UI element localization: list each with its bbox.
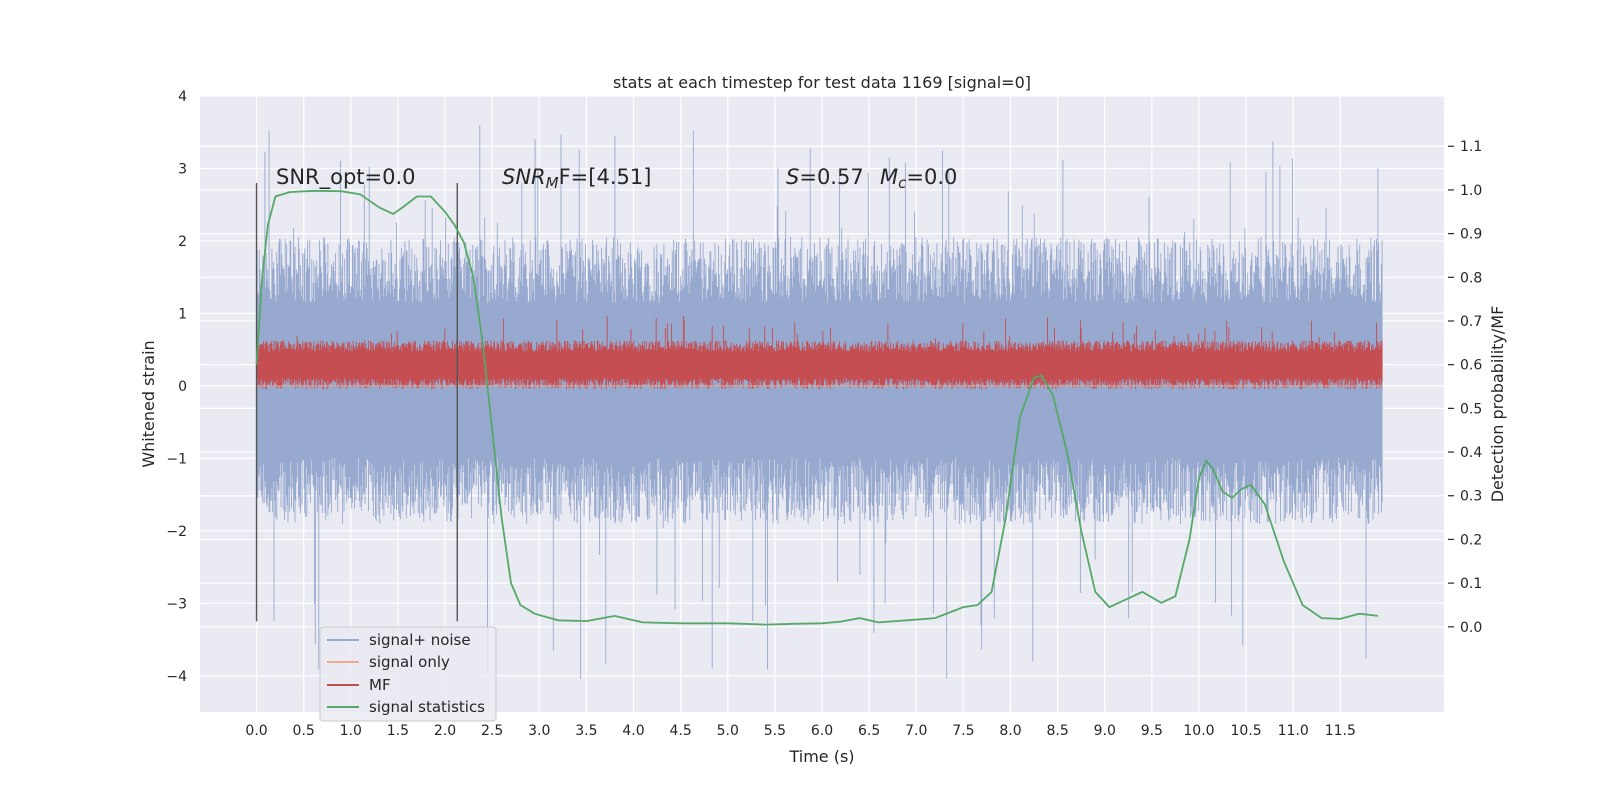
segment-lines: [255, 182, 458, 622]
chart-title: stats at each timestep for test data 116…: [613, 73, 1031, 92]
x-tick-label-15: 7.5: [952, 723, 974, 739]
mc-sub: c: [898, 174, 907, 192]
y-axis-label: Whitened strain: [139, 340, 158, 467]
x-tick-label-6: 3.0: [528, 723, 550, 739]
y-tick-label-3: 1: [178, 306, 187, 322]
y-tick-label-6: −2: [166, 524, 187, 540]
x-tick-label-13: 6.5: [858, 723, 880, 739]
mc-val: =0.0: [906, 165, 957, 189]
x-tick-label-20: 10.0: [1183, 723, 1214, 739]
x-tick-label-8: 4.0: [622, 723, 644, 739]
x-tick-label-7: 3.5: [575, 723, 597, 739]
x-tick-label-22: 11.0: [1278, 723, 1309, 739]
legend: signal+ noise signal only MF signal stat…: [319, 626, 497, 722]
annotation-s: S=0.57: [786, 165, 864, 189]
y-tick-label-1: 3: [178, 161, 187, 177]
x-tick-label-1: 0.5: [293, 723, 315, 739]
x-tick-label-10: 5.0: [717, 723, 739, 739]
y-tick-label-8: −4: [166, 669, 187, 685]
x-tick-label-23: 11.5: [1325, 723, 1356, 739]
y2-tick-label-6: 0.6: [1460, 358, 1482, 374]
y-tick-label-2: 2: [178, 234, 187, 250]
snr-mf-main: SNR: [502, 165, 546, 189]
y-tick-label-5: −1: [166, 451, 187, 467]
x-tick-label-19: 9.5: [1141, 723, 1163, 739]
x-tick-label-9: 4.5: [670, 723, 692, 739]
x-tick-label-16: 8.0: [999, 723, 1021, 739]
signal-statistics-line: [255, 189, 1379, 626]
legend-label-signal-statistics: signal statistics: [369, 698, 485, 716]
legend-label-mf: MF: [369, 676, 391, 694]
x-tick-label-17: 8.5: [1046, 723, 1068, 739]
x-tick-label-0: 0.0: [245, 723, 267, 739]
annotation-mc: Mc=0.0: [880, 165, 957, 192]
y2-tick-label-5: 0.5: [1460, 401, 1482, 417]
legend-label-signal-only: signal only: [369, 653, 450, 671]
s-var: S: [786, 165, 799, 189]
x-tick-label-18: 9.0: [1094, 723, 1116, 739]
y2-tick-label-11: 1.1: [1460, 139, 1482, 155]
y2-tick-label-10: 1.0: [1460, 183, 1482, 199]
y2-ticks: 0.0 0.1 0.2 0.3 0.4 0.5 0.6 0.7 0.8 0.9 1.0 1.1: [1448, 139, 1482, 636]
x-tick-label-5: 2.5: [481, 723, 503, 739]
x-tick-label-4: 2.0: [434, 723, 456, 739]
x-ticks: 0.0 0.5 1.0 1.5 2.0 2.5 3.0 3.5 4.0 4.5 5.0 5.5 6.0 6…: [245, 723, 1356, 739]
y2-tick-label-1: 0.1: [1460, 576, 1482, 592]
snr-mf-tail: F=[4.51]: [559, 165, 652, 189]
y2-tick-label-2: 0.2: [1460, 532, 1482, 548]
x-tick-label-14: 7.0: [905, 723, 927, 739]
x-tick-label-11: 5.5: [764, 723, 786, 739]
x-tick-label-12: 6.0: [811, 723, 833, 739]
y2-tick-label-7: 0.7: [1460, 314, 1482, 330]
snr-mf-sub: M: [546, 174, 559, 192]
x-tick-label-2: 1.0: [340, 723, 362, 739]
x-axis-label: Time (s): [788, 747, 854, 766]
y-tick-label-0: 4: [178, 89, 187, 105]
y2-tick-label-4: 0.4: [1460, 445, 1482, 461]
x-tick-label-3: 1.5: [387, 723, 409, 739]
y2-tick-label-3: 0.3: [1460, 489, 1482, 505]
annotation-snr-opt: SNR_opt=0.0: [276, 165, 416, 190]
mc-var: M: [880, 165, 898, 189]
y2-tick-label-8: 0.8: [1460, 270, 1482, 286]
y2-tick-label-9: 0.9: [1460, 227, 1482, 243]
legend-label-signal-noise: signal+ noise: [369, 631, 471, 649]
annotation-snr-mf: SNRMF=[4.51]: [502, 165, 651, 192]
y-tick-label-7: −3: [166, 596, 187, 612]
y-ticks: 4 3 2 1 0 −1 −2 −3 −4: [166, 89, 187, 685]
s-val: =0.57: [799, 165, 863, 189]
y2-tick-label-0: 0.0: [1460, 620, 1482, 636]
legend-box: [319, 626, 497, 722]
y-tick-label-4: 0: [178, 379, 187, 395]
x-tick-label-21: 10.5: [1231, 723, 1262, 739]
y2-axis-label: Detection probability/MF: [1488, 306, 1507, 503]
